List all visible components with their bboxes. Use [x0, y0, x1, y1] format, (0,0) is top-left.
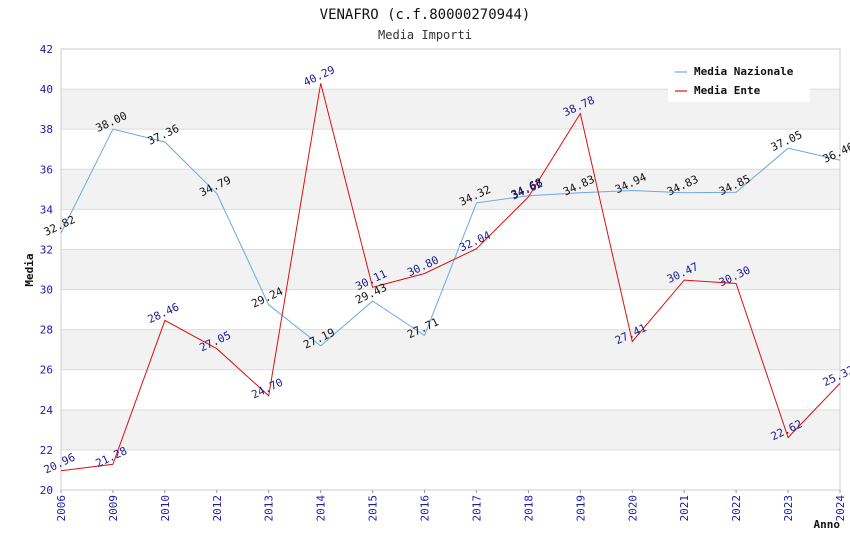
x-tick-label: 2013 — [263, 495, 276, 522]
legend-label-media-ente: Media Ente — [694, 84, 761, 97]
y-tick-label: 24 — [40, 404, 54, 417]
background-band — [61, 409, 840, 450]
x-tick-label: 2020 — [626, 495, 639, 522]
chart-title: VENAFRO (c.f.80000270944) — [320, 7, 531, 23]
background-band — [61, 209, 840, 250]
x-tick-label: 2010 — [159, 495, 172, 522]
series-lines — [60, 83, 841, 472]
y-axis-label: Media — [23, 253, 36, 286]
plot-area — [60, 48, 841, 491]
y-tick-label: 26 — [40, 364, 53, 377]
y-axis-ticks: 20 22 24 26 28 30 32 34 36 38 40 42 — [40, 43, 54, 497]
background-band — [61, 369, 840, 410]
legend: Media Nazionale Media Ente — [668, 58, 810, 102]
chart-subtitle: Media Importi — [378, 28, 472, 42]
legend-label-media-nazionale: Media Nazionale — [694, 65, 794, 78]
x-tick-label: 2006 — [55, 495, 68, 522]
background-band — [61, 129, 840, 170]
x-tick-label: 2021 — [678, 495, 691, 522]
x-tick-label: 2018 — [522, 495, 535, 522]
x-tick-label: 2019 — [574, 495, 587, 522]
legend-box — [668, 58, 810, 102]
x-tick-label: 2014 — [315, 495, 328, 522]
background-band — [61, 289, 840, 330]
y-tick-label: 22 — [40, 444, 53, 457]
y-tick-label: 36 — [40, 163, 53, 176]
y-tick-label: 32 — [40, 243, 53, 256]
y-tick-label: 38 — [40, 123, 53, 136]
background-band — [61, 449, 840, 490]
x-tick-label: 2012 — [211, 495, 224, 522]
x-tick-label: 2015 — [367, 495, 380, 522]
y-tick-label: 34 — [40, 203, 54, 216]
y-tick-label: 30 — [40, 284, 53, 297]
x-tick-label: 2022 — [730, 495, 743, 522]
series-line-media-nazionale — [60, 128, 841, 347]
x-tick-label: 2017 — [470, 495, 483, 522]
x-axis-ticks: 2006 2009 2010 2012 2013 2014 2015 2016 2017 2018… — [55, 490, 847, 522]
y-tick-label: 20 — [40, 484, 53, 497]
plot-background-bands — [61, 49, 840, 490]
background-band — [61, 169, 840, 210]
x-tick-label: 2023 — [782, 495, 795, 522]
y-tick-label: 28 — [40, 324, 53, 337]
background-band — [61, 329, 840, 370]
y-tick-label: 42 — [40, 43, 53, 56]
series-line-media-ente — [60, 83, 841, 472]
x-tick-label: 2009 — [107, 495, 120, 522]
y-tick-label: 40 — [40, 83, 53, 96]
x-axis-label: Anno — [814, 518, 841, 531]
x-tick-label: 2016 — [419, 495, 432, 522]
x-tick-label: 2024 — [834, 495, 847, 522]
